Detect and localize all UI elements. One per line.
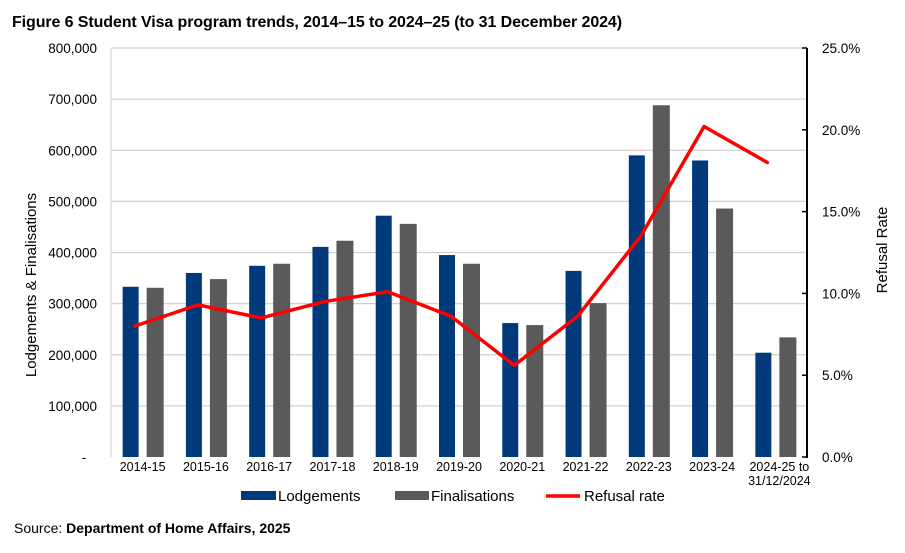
axes <box>110 48 808 458</box>
y-tick-label: 600,000 <box>48 143 97 158</box>
x-tick-label: 2021-22 <box>563 460 609 474</box>
y-tick-label: 700,000 <box>48 92 97 107</box>
x-tick-label: 2014-15 <box>120 460 166 474</box>
refusal-line-layer <box>132 124 770 368</box>
bar-finalisations <box>779 337 797 457</box>
bar-lodgements <box>439 255 455 457</box>
y-tick-label: 200,000 <box>48 348 97 363</box>
y-tick-label: - <box>82 450 87 465</box>
bar-lodgements <box>122 286 139 457</box>
y2-tick-label: 25.0% <box>822 41 860 56</box>
bar-lodgements <box>628 155 645 458</box>
bar-finalisations <box>146 287 164 457</box>
y-axis-label: Lodgements & Finalisations <box>23 193 40 377</box>
bar-finalisations <box>273 263 291 457</box>
left-axis-ticks: - 100,000 200,000 300,000 400,000 500,000 600,… <box>48 41 97 465</box>
bar-finalisations <box>399 223 417 457</box>
bar-lodgements <box>375 215 392 457</box>
x-tick-label: 2020-21 <box>499 460 545 474</box>
x-tick-label: 2024-25 to <box>749 460 809 474</box>
y-tick-label: 800,000 <box>48 41 97 56</box>
x-tick-label: 2022-23 <box>626 460 672 474</box>
y-tick-label: 400,000 <box>48 246 97 261</box>
legend-label-lodgements: Lodgements <box>278 488 361 505</box>
bar-lodgements <box>249 265 266 457</box>
source-name: Department of Home Affairs, 2025 <box>66 520 291 536</box>
x-tick-label: 31/12/2024 <box>748 474 811 488</box>
source-note: Source: Department of Home Affairs, 2025 <box>14 520 290 536</box>
bar-finalisations <box>336 240 354 457</box>
bar-finalisations <box>526 325 544 457</box>
x-tick-label: 2015-16 <box>183 460 229 474</box>
legend-swatch-finalisations <box>395 491 429 500</box>
y-tick-label: 300,000 <box>48 297 97 312</box>
bar-finalisations <box>463 263 480 457</box>
bar-finalisations <box>716 208 734 457</box>
x-axis-ticks: 2014-15 2015-16 2016-17 2017-18 2018-19 2019-… <box>120 460 811 488</box>
bar-finalisations <box>652 105 670 457</box>
bar-finalisations <box>209 279 227 457</box>
bar-lodgements <box>312 246 329 457</box>
legend: Lodgements Finalisations Refusal rate <box>241 488 665 505</box>
bar-lodgements <box>565 270 582 457</box>
bar-lodgements <box>755 352 772 457</box>
gridlines <box>111 47 807 407</box>
legend-label-refusal-rate: Refusal rate <box>584 488 665 505</box>
y2-tick-label: 20.0% <box>822 123 860 138</box>
legend-swatch-lodgements <box>241 491 276 500</box>
bar-lodgements <box>502 323 519 457</box>
bar-finalisations <box>589 303 607 457</box>
x-tick-label: 2023-24 <box>689 460 735 474</box>
y-tick-label: 500,000 <box>48 194 97 209</box>
y2-tick-label: 5.0% <box>822 368 853 383</box>
source-prefix: Source: <box>14 520 63 536</box>
x-tick-label: 2019-20 <box>436 460 482 474</box>
y2-tick-label: 15.0% <box>822 205 860 220</box>
legend-label-finalisations: Finalisations <box>431 488 514 505</box>
bar-lodgements <box>185 272 202 457</box>
x-tick-label: 2017-18 <box>310 460 356 474</box>
x-tick-label: 2016-17 <box>246 460 292 474</box>
y2-tick-label: 10.0% <box>822 286 860 301</box>
x-tick-label: 2018-19 <box>373 460 419 474</box>
bars <box>122 105 797 458</box>
y2-tick-label: 0.0% <box>822 450 853 465</box>
y2-axis-label: Refusal Rate <box>874 207 891 294</box>
y-tick-label: 100,000 <box>48 399 97 414</box>
bar-lodgements <box>692 160 709 457</box>
right-axis-ticks: 0.0% 5.0% 10.0% 15.0% 20.0% 25.0% <box>802 41 860 465</box>
chart-title: Figure 6 Student Visa program trends, 20… <box>12 14 622 31</box>
